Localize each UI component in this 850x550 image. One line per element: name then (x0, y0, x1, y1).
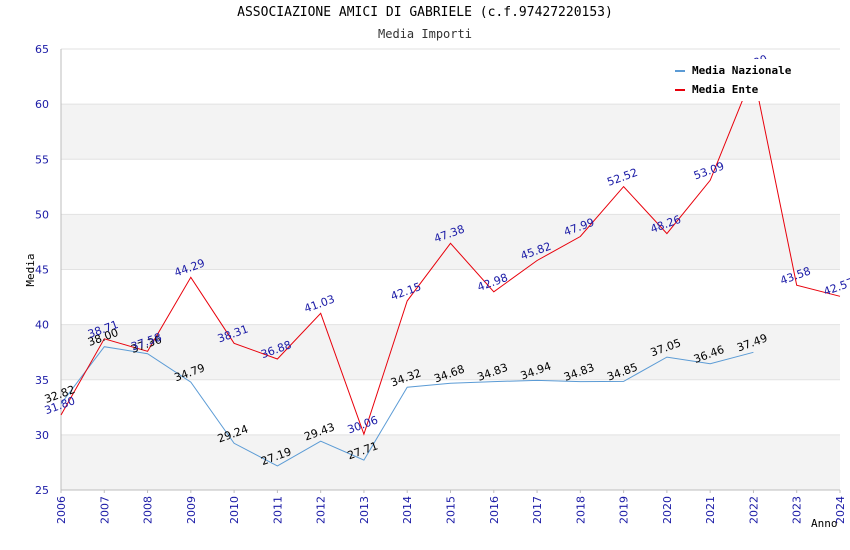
legend-swatch-media-nazionale (675, 70, 685, 72)
x-axis-title: Anno (811, 517, 838, 530)
grid-band (61, 434, 840, 490)
data-label-media-ente: 52.52 (605, 166, 639, 189)
legend-swatch-media-ente (675, 89, 685, 91)
x-tick-label: 2015 (445, 496, 458, 524)
x-tick-label: 2019 (618, 496, 631, 524)
data-label-media-ente: 53.09 (692, 160, 726, 183)
x-tick-label: 2024 (834, 496, 847, 524)
x-tick-label: 2006 (55, 496, 68, 524)
data-label-media-ente: 41.03 (302, 293, 336, 316)
legend-item-media-nazionale: Media Nazionale (675, 63, 791, 79)
series-line-media-nazionale (60, 346, 754, 467)
x-tick-label: 2021 (704, 496, 717, 524)
chart-subtitle: Media Importi (378, 27, 472, 41)
x-tick-label: 2010 (228, 496, 241, 524)
y-tick-label: 30 (35, 429, 49, 442)
x-tick-label: 2020 (661, 496, 674, 524)
y-axis-title: Media (24, 253, 37, 286)
y-tick-label: 35 (35, 374, 49, 387)
legend-label-media-ente: Media Ente (692, 83, 759, 96)
y-tick-label: 45 (35, 264, 49, 277)
x-tick-label: 2012 (315, 496, 328, 524)
chart-title: ASSOCIAZIONE AMICI DI GABRIELE (c.f.9742… (237, 5, 613, 20)
series-line-media-ente (60, 71, 841, 436)
y-tick-label: 40 (35, 319, 49, 332)
x-tick-label: 2011 (271, 496, 284, 524)
x-tick-label: 2014 (401, 496, 414, 524)
chart-legend: Media Nazionale Media Ente (669, 59, 809, 101)
x-tick-label: 2018 (574, 496, 587, 524)
legend-label-media-nazionale: Media Nazionale (692, 64, 792, 77)
y-tick-label: 25 (35, 484, 49, 497)
y-tick-label: 60 (35, 98, 49, 111)
x-tick-label: 2022 (747, 496, 760, 524)
grid-band (61, 214, 840, 270)
legend-item-media-ente: Media Ente (675, 82, 758, 98)
x-tick-label: 2016 (488, 496, 501, 524)
x-tick-label: 2013 (358, 496, 371, 524)
x-tick-label: 2017 (531, 496, 544, 524)
data-label-media-ente: 30.06 (346, 413, 380, 436)
x-tick-label: 2008 (142, 496, 155, 524)
y-tick-label: 65 (35, 43, 49, 56)
x-tick-label: 2023 (791, 496, 804, 524)
y-tick-label: 55 (35, 153, 49, 166)
x-tick-label: 2007 (98, 496, 111, 524)
x-tick-label: 2009 (185, 496, 198, 524)
data-label-media-ente: 42.15 (389, 280, 423, 303)
grid-band (61, 104, 840, 160)
grid-band (61, 324, 840, 380)
y-tick-label: 50 (35, 208, 49, 221)
